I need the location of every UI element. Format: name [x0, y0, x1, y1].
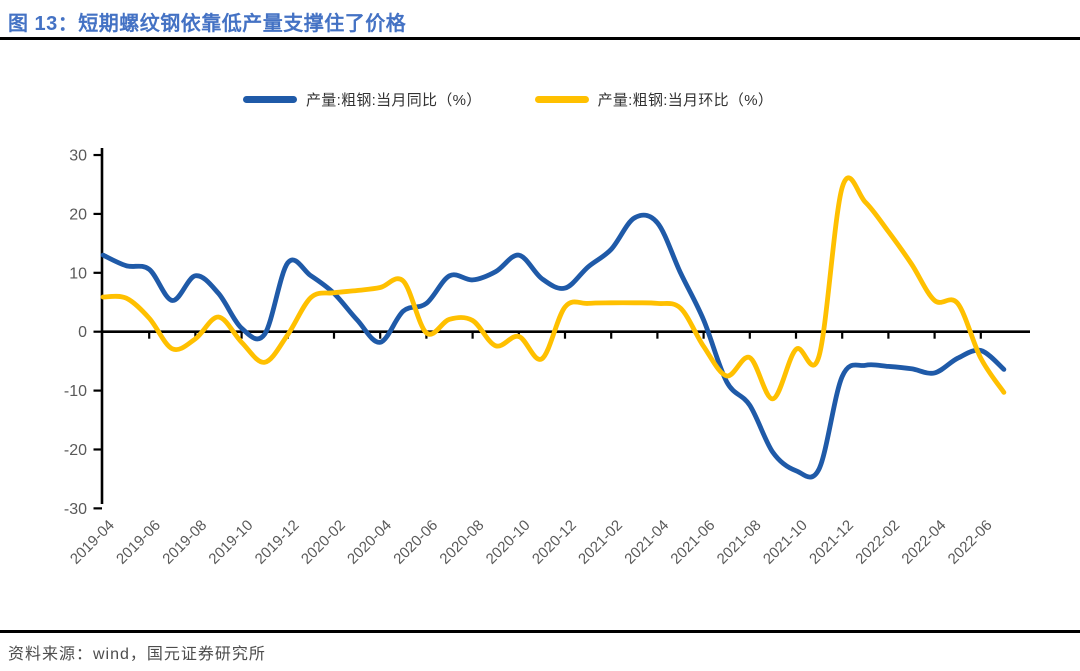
- x-axis-tick-label: 2020-12: [529, 517, 580, 568]
- mom-legend-label: 产量:粗钢:当月环比（%）: [597, 92, 774, 109]
- x-axis-tick-label: 2020-06: [390, 517, 441, 568]
- mom-line-swatch: [534, 96, 589, 103]
- x-axis-tick-label: 2019-10: [205, 517, 256, 568]
- x-axis-tick-label: 2021-06: [667, 517, 718, 568]
- y-axis-tick-label: 0: [78, 324, 87, 341]
- x-axis-tick-label: 2021-08: [714, 517, 765, 568]
- x-axis-tick-label: 2019-06: [113, 517, 164, 568]
- title-divider: [0, 37, 1080, 40]
- x-axis-tick-label: 2019-08: [159, 517, 210, 568]
- x-axis-tick-label: 2022-04: [898, 517, 949, 568]
- x-axis-tick-label: 2021-04: [621, 517, 672, 568]
- legend-item-yoy: 产量:粗钢:当月同比（%）: [243, 89, 482, 110]
- x-axis-tick-label: 2022-06: [945, 517, 996, 568]
- x-axis-tick-label: 2021-02: [575, 517, 626, 568]
- yoy-legend-label: 产量:粗钢:当月同比（%）: [306, 92, 482, 109]
- series-line-mom: [100, 175, 1007, 402]
- y-axis-tick-label: -30: [64, 501, 87, 518]
- x-axis-tick-label: 2020-04: [344, 517, 395, 568]
- x-axis-tick-label: 2019-12: [252, 517, 303, 568]
- series-line-yoy: [100, 212, 1007, 480]
- yoy-line-swatch: [243, 96, 297, 103]
- line-chart-canvas: 3020100-10-20-302019-042019-062019-08201…: [64, 148, 1030, 568]
- y-axis-tick-label: 20: [69, 206, 87, 223]
- x-axis-tick-label: 2020-08: [436, 517, 487, 568]
- x-axis-tick-label: 2020-10: [483, 517, 534, 568]
- source-note: 资料来源：wind，国元证券研究所: [8, 646, 266, 663]
- y-axis-tick-label: -20: [64, 442, 87, 459]
- y-axis-tick-label: 10: [69, 265, 87, 282]
- y-axis-tick-label: -10: [64, 383, 87, 400]
- x-axis-tick-label: 2020-02: [298, 517, 349, 568]
- legend-item-mom: 产量:粗钢:当月环比（%）: [534, 89, 774, 110]
- y-axis-tick-label: 30: [69, 148, 87, 165]
- x-axis-tick-label: 2021-10: [760, 517, 811, 568]
- x-axis-tick-label: 2019-04: [67, 517, 118, 568]
- figure-title: 图 13：短期螺纹钢依靠低产量支撑住了价格: [8, 13, 407, 35]
- chart-legend: 产量:粗钢:当月同比（%） 产量:粗钢:当月环比（%）: [243, 89, 773, 110]
- x-axis-tick-label: 2022-02: [852, 517, 903, 568]
- x-axis-tick-label: 2021-12: [806, 517, 857, 568]
- footer-divider: [0, 630, 1080, 633]
